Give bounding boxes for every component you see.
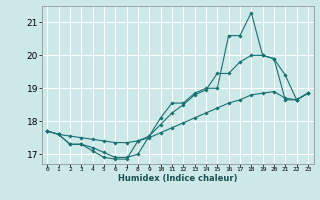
X-axis label: Humidex (Indice chaleur): Humidex (Indice chaleur) [118, 174, 237, 183]
